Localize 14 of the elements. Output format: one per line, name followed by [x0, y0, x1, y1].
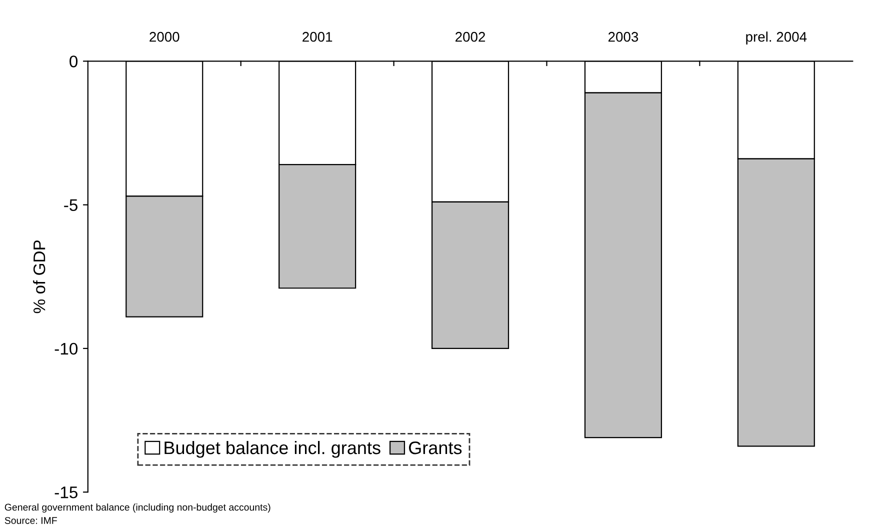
- y-tick-label: 0: [70, 56, 78, 68]
- y-axis-title: % of GDP: [33, 240, 46, 314]
- x-tick-label: 2002: [456, 32, 486, 42]
- y-tick-label: -5: [64, 199, 78, 212]
- x-tick-label: 2001: [302, 32, 332, 42]
- x-tick-label: 2003: [608, 32, 638, 42]
- legend-label: Grants: [408, 441, 462, 454]
- y-tick-label: -10: [54, 342, 78, 355]
- source-note: Source: IMF: [4, 517, 57, 524]
- x-tick-label: prel. 2004: [746, 32, 807, 45]
- x-tick-label: 2000: [150, 32, 180, 42]
- legend-label: Budget balance incl. grants: [164, 440, 380, 458]
- y-tick-label: -15: [54, 486, 78, 498]
- text: General government balance (including non-budget accounts): [4, 504, 270, 513]
